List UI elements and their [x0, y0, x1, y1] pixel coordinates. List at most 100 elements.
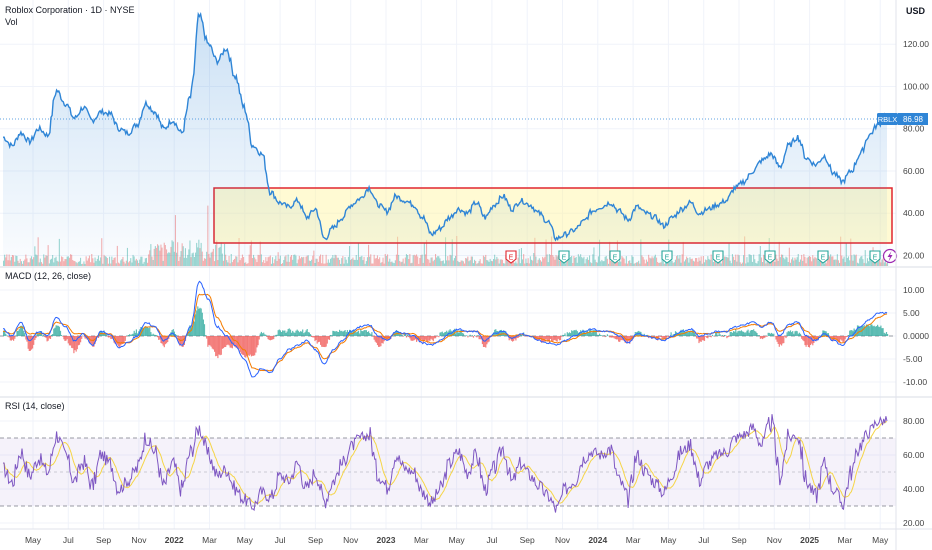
macd-histogram-bar	[279, 330, 281, 336]
macd-histogram-bar	[106, 336, 108, 337]
earnings-label: E	[562, 255, 567, 262]
macd-histogram-bar	[380, 336, 382, 347]
macd-histogram-bar	[74, 336, 76, 351]
macd-histogram-bar	[657, 336, 659, 341]
macd-histogram-bar	[249, 336, 251, 355]
flash-icon[interactable]	[882, 248, 898, 264]
earnings-marker[interactable]: E	[609, 250, 621, 264]
macd-histogram-bar	[151, 334, 153, 336]
time-axis[interactable]: May Jul Sep Nov 2022 Mar May Jul Sep Nov 2023 Mar Ma…	[25, 535, 889, 545]
macd-histogram-bar	[624, 336, 626, 343]
macd-histogram-bar	[594, 329, 596, 336]
macd-histogram-bar	[168, 336, 170, 339]
earnings-marker[interactable]: E	[869, 250, 881, 264]
macd-histogram-bar	[231, 336, 233, 349]
macd-histogram-bar	[744, 332, 746, 336]
macd-histogram-bar	[403, 334, 405, 336]
macd-histogram-bar	[881, 328, 883, 336]
macd-signal-line[interactable]	[2, 293, 888, 372]
macd-histogram-bar	[132, 333, 134, 336]
macd-histogram-bar	[855, 329, 857, 336]
earnings-marker[interactable]: E	[558, 250, 570, 264]
macd-histogram-bar	[457, 332, 459, 336]
macd-histogram-bar	[595, 331, 597, 336]
macd-histogram-bar	[773, 333, 775, 336]
earnings-marker[interactable]: E	[817, 250, 829, 264]
macd-histogram-bar	[173, 331, 175, 336]
macd-histogram-bar	[376, 336, 379, 346]
earnings-marker[interactable]: E	[505, 250, 517, 264]
macd-histogram-bar	[445, 331, 447, 336]
macd-histogram-bar	[256, 336, 258, 348]
rsi-line[interactable]	[2, 414, 888, 513]
macd-histogram-bar	[725, 335, 727, 336]
macd-histogram-bar	[296, 329, 298, 336]
macd-histogram-bar	[59, 330, 62, 336]
macd-histogram-bar	[119, 336, 121, 348]
earnings-marker[interactable]: E	[661, 250, 673, 264]
macd-histogram-bar	[882, 328, 884, 336]
macd-histogram-bar	[512, 336, 514, 342]
macd-histogram-bar	[782, 336, 784, 344]
macd-histogram-bar	[543, 336, 545, 342]
earnings-marker[interactable]: E	[764, 250, 776, 264]
macd-histogram-bar	[604, 336, 606, 338]
macd-histogram-bar	[122, 336, 124, 344]
price-axis[interactable]: 120.00 100.00 80.00 60.00 40.00 20.00 10.00 5.0…	[903, 39, 929, 528]
macd-histogram-bar	[796, 331, 798, 336]
macd-histogram-bar	[123, 336, 125, 344]
macd-histogram-bar	[321, 336, 323, 347]
rsi-ma-line[interactable]	[2, 421, 887, 505]
macd-histogram-bar	[808, 336, 811, 348]
macd-histogram-bar	[829, 336, 831, 337]
macd-histogram-bar	[736, 332, 738, 336]
macd-histogram-bar	[517, 336, 519, 338]
macd-histogram-bar	[364, 330, 366, 336]
time-axis-label: 2022	[165, 535, 184, 545]
macd-histogram-bar	[336, 331, 338, 336]
macd-histogram-bar	[825, 331, 827, 336]
macd-histogram-bar	[472, 336, 475, 338]
macd-histogram-bar	[205, 335, 207, 336]
macd-histogram-bar	[337, 332, 339, 336]
macd-histogram-bar	[813, 336, 815, 343]
macd-histogram-bar	[625, 336, 627, 342]
macd-histogram-bar	[357, 330, 360, 336]
macd-histogram-bar	[682, 329, 684, 336]
macd-histogram-bar	[238, 336, 240, 349]
currency-label[interactable]: USD	[906, 6, 926, 16]
macd-histogram-bar	[181, 336, 183, 347]
macd-histogram-bar	[324, 336, 326, 348]
macd-histogram-bar	[42, 335, 44, 337]
macd-histogram-bar	[118, 336, 120, 347]
macd-histogram-bar	[268, 336, 270, 340]
macd-line[interactable]	[2, 280, 888, 378]
macd-histogram-bar	[715, 332, 717, 336]
macd-histogram-bar	[4, 329, 6, 336]
macd-histogram-bar	[802, 336, 804, 341]
macd-histogram-bar	[572, 331, 574, 336]
macd-histogram-bar	[245, 336, 247, 358]
macd-histogram-bar	[276, 334, 278, 336]
macd-histogram-bar	[606, 334, 608, 336]
macd-histogram-bar	[343, 330, 345, 336]
earnings-marker[interactable]: E	[712, 250, 724, 264]
price-line[interactable]	[3, 11, 888, 242]
macd-histogram-bar	[768, 332, 770, 336]
macd-histogram-bar	[574, 330, 576, 336]
macd-histogram-bar	[730, 331, 732, 336]
macd-histogram-bar	[259, 333, 261, 336]
macd-histogram-bar	[810, 336, 812, 345]
macd-histogram-bar	[270, 336, 273, 340]
time-axis-label: May	[237, 535, 254, 545]
macd-histogram-bar	[702, 336, 704, 341]
macd-histogram-bar	[318, 336, 321, 342]
macd-histogram-bar	[777, 336, 779, 344]
earnings-label: E	[716, 255, 721, 262]
price-axis-label: 0.0000	[903, 331, 929, 341]
macd-histogram-bar	[697, 336, 699, 339]
macd-histogram-bar	[652, 336, 654, 337]
macd-histogram-bar	[158, 336, 160, 340]
